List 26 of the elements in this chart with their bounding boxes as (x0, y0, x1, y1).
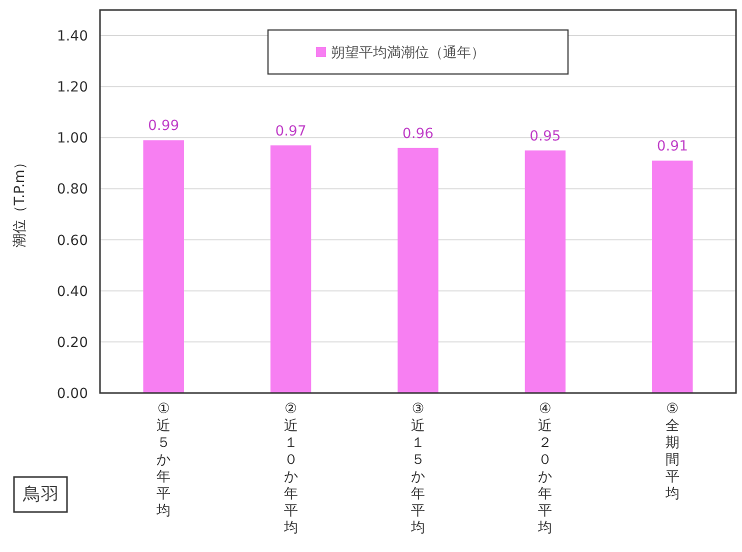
data-label: 0.96 (402, 126, 434, 142)
bar (652, 160, 693, 393)
text: 鳥羽 (22, 484, 59, 505)
y-tick-label: 1.20 (56, 80, 88, 96)
x-tick-label: ④近２０か年平均 (537, 401, 552, 536)
bar (143, 140, 184, 393)
y-tick-label: 0.80 (56, 182, 88, 198)
y-tick-label: 0.20 (56, 334, 88, 351)
x-tick-label: ②近１０か年平均 (282, 401, 298, 536)
y-tick-label: 1.00 (56, 130, 88, 147)
data-label: 0.91 (656, 138, 688, 155)
x-tick-label: ⑤全期間平均 (664, 401, 680, 502)
y-tick-label: 0.40 (56, 284, 88, 300)
y-axis-title: 潮位（T.P.m） (12, 156, 28, 248)
data-label: 0.95 (530, 128, 561, 144)
data-label: 0.99 (148, 118, 180, 134)
x-tick-label: ③近１５か年平均 (410, 401, 425, 536)
data-label: 0.97 (275, 123, 306, 140)
legend-label: 朔望平均満潮位（通年） (331, 45, 485, 61)
y-tick-label: 0.00 (56, 386, 88, 402)
bar (270, 145, 312, 393)
y-tick-label: 0.60 (56, 232, 88, 249)
bar (398, 148, 438, 393)
bar (524, 150, 566, 393)
y-tick-label: 1.40 (56, 28, 88, 45)
x-tick-label: ①近５か年平均 (156, 401, 171, 519)
